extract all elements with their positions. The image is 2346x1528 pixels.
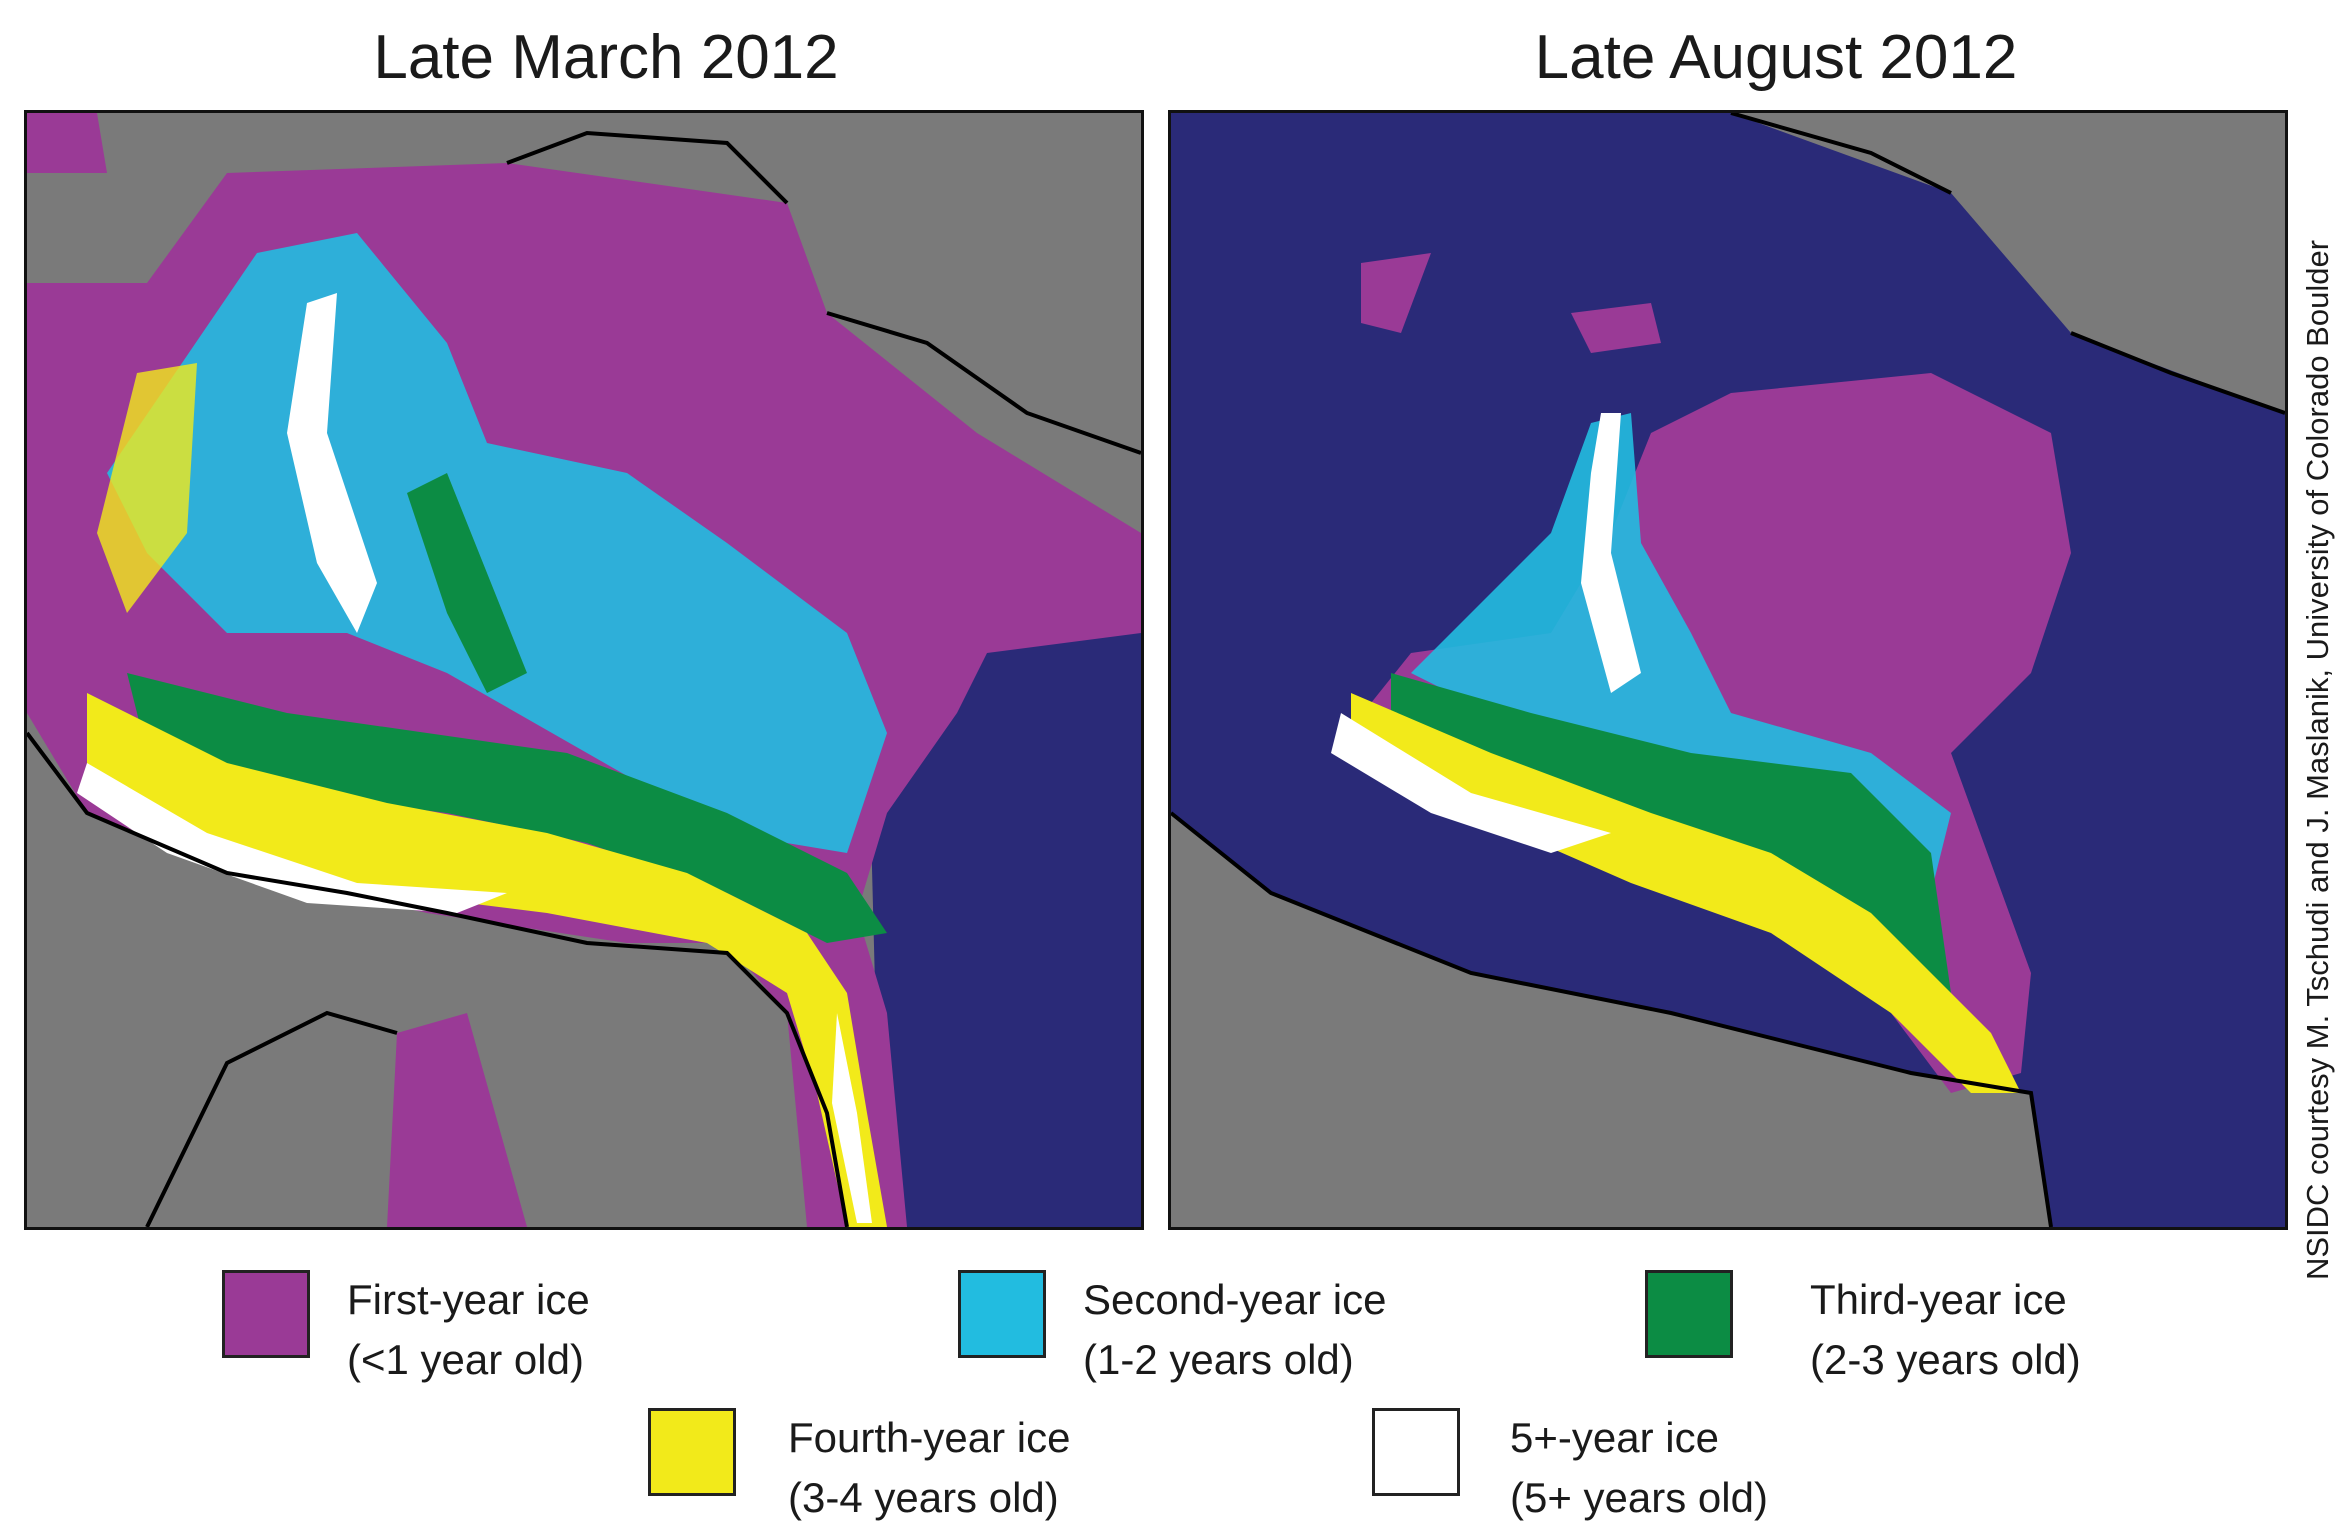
- legend-swatch-first-year: [222, 1270, 310, 1358]
- legend-label-third-year: Third-year ice (2-3 years old): [1810, 1276, 2081, 1383]
- ice-age-map-august: [1171, 113, 2285, 1227]
- legend-label-second-year: Second-year ice (1-2 years old): [1083, 1276, 1387, 1383]
- panel-title-march: Late March 2012: [373, 23, 839, 92]
- legend-swatch-third-year: [1645, 1270, 1733, 1358]
- ice-age-map-march: [27, 113, 1141, 1227]
- legend-swatch-fourth-year: [648, 1408, 736, 1496]
- map-march: [24, 110, 1144, 1230]
- image-credit: NSIDC courtesy M. Tschudi and J. Maslani…: [2300, 239, 2335, 1281]
- legend-label-first-year: First-year ice (<1 year old): [347, 1276, 590, 1383]
- panel-title-august: Late August 2012: [1534, 23, 2018, 92]
- legend-swatch-five-plus-year: [1372, 1408, 1460, 1496]
- legend-label-fourth-year: Fourth-year ice (3-4 years old): [788, 1414, 1071, 1521]
- legend-swatch-second-year: [958, 1270, 1046, 1358]
- map-august: [1168, 110, 2288, 1230]
- legend-label-five-plus-year: 5+-year ice (5+ years old): [1510, 1414, 1768, 1521]
